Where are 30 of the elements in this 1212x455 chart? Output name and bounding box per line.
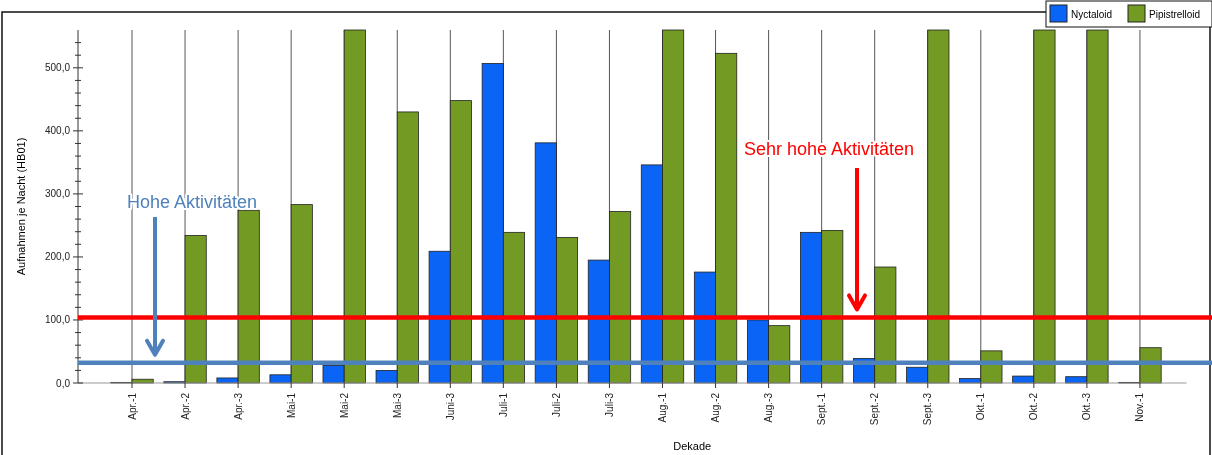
x-tick-label: Apr.-2 bbox=[179, 392, 191, 420]
x-tick-label: Aug.-1 bbox=[657, 392, 668, 423]
x-axis-title: Dekade bbox=[673, 440, 712, 452]
x-tick-label: Aug.-2 bbox=[710, 392, 722, 423]
y-tick-label: 0,0 bbox=[56, 377, 71, 389]
x-tick-label: Okt.-3 bbox=[1081, 392, 1093, 421]
x-tick-label: Nov.-1 bbox=[1134, 392, 1146, 422]
y-tick-label: 400,0 bbox=[44, 125, 71, 137]
x-tick-label: Apr.-1 bbox=[126, 392, 138, 420]
x-tick-label: Aug.-3 bbox=[763, 392, 775, 423]
x-tick-label: Sept.-1 bbox=[816, 392, 828, 426]
x-tick-label: Sept.-3 bbox=[922, 392, 934, 426]
x-tick-label: Okt.-2 bbox=[1028, 392, 1040, 421]
y-tick-label: 100,0 bbox=[44, 314, 71, 326]
x-tick-label: Apr.-3 bbox=[232, 392, 244, 420]
x-tick-label: Juli-3 bbox=[603, 392, 615, 417]
y-tick-label: 500,0 bbox=[44, 62, 71, 74]
x-tick-label: Juni-3 bbox=[444, 392, 456, 421]
x-tick-label: Mai-1 bbox=[285, 392, 297, 419]
x-tick-label: Mai-2 bbox=[338, 392, 350, 419]
x-tick-label: Mai-3 bbox=[391, 392, 403, 419]
x-tick-label: Okt.-1 bbox=[975, 392, 987, 421]
x-tick-label: Juli-1 bbox=[497, 392, 509, 417]
y-tick-label: 200,0 bbox=[44, 251, 71, 263]
x-tick-label: Juli-2 bbox=[550, 392, 562, 417]
y-axis-title: Aufnahmen je Nacht (HB01) bbox=[15, 137, 27, 276]
y-tick-label: 300,0 bbox=[44, 188, 71, 200]
legend-label: Pipistrelloid bbox=[1149, 8, 1201, 20]
legend-label: Nyctaloid bbox=[1071, 8, 1113, 20]
x-tick-label: Sept.-2 bbox=[869, 392, 881, 426]
